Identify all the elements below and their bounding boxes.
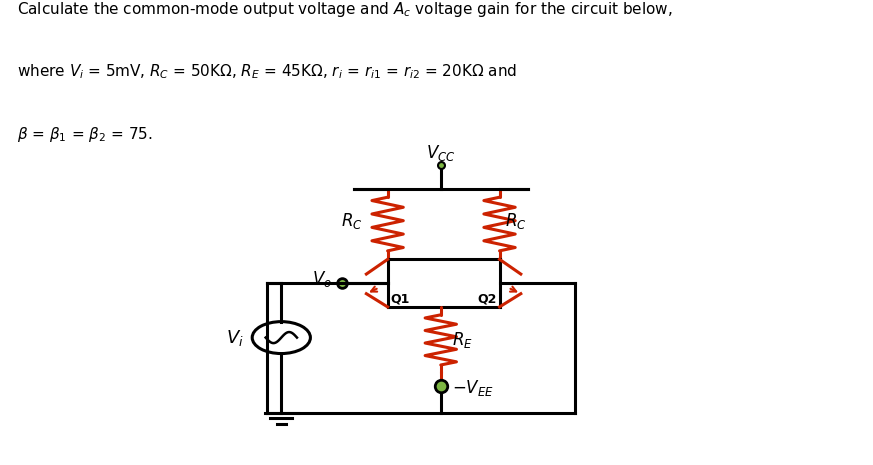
Text: $V_o$: $V_o$ [312,268,332,288]
Text: $V_i$: $V_i$ [226,327,244,348]
Text: Calculate the common-mode output voltage and $A_c$ voltage gain for the circuit : Calculate the common-mode output voltage… [17,0,673,19]
Text: Q2: Q2 [478,292,497,306]
Text: $R_C$: $R_C$ [505,211,526,231]
Text: $R_C$: $R_C$ [340,211,362,231]
Text: $R_E$: $R_E$ [452,330,473,350]
Text: $V_{CC}$: $V_{CC}$ [426,143,456,163]
Text: $-V_{EE}$: $-V_{EE}$ [452,378,494,398]
Text: Q1: Q1 [390,292,409,306]
Text: where $V_i$ = 5mV, $R_C$ = 50KΩ, $R_E$ = 45KΩ, $r_i$ = $r_{i1}$ = $r_{i2}$ = 20K: where $V_i$ = 5mV, $R_C$ = 50KΩ, $R_E$ =… [17,62,518,81]
Text: $\beta$ = $\beta_1$ = $\beta_2$ = 75.: $\beta$ = $\beta_1$ = $\beta_2$ = 75. [17,125,153,144]
